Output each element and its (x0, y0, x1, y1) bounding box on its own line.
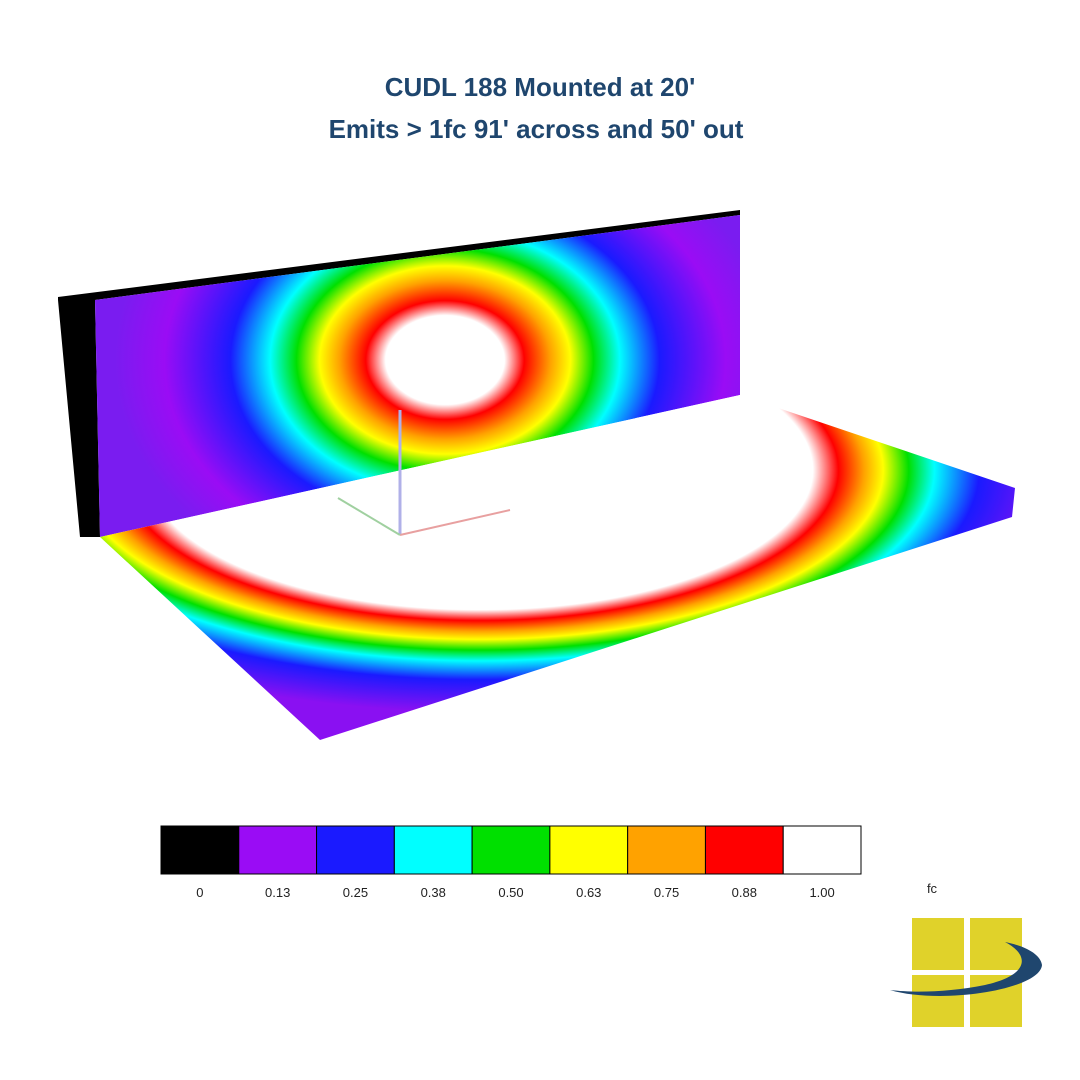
legend-label: 0.88 (732, 885, 757, 900)
scene (58, 210, 1015, 740)
legend-label: 0.25 (343, 885, 368, 900)
legend-swatch (704, 825, 784, 875)
logo (890, 918, 1042, 1027)
legend-label: 0.13 (265, 885, 290, 900)
subtitle: Emits > 1fc 91' across and 50' out (329, 114, 744, 144)
legend-swatch (238, 825, 318, 875)
legend-swatch (471, 825, 551, 875)
legend-swatch (316, 825, 395, 875)
legend-swatch (782, 825, 862, 875)
legend-swatch (160, 825, 240, 875)
wall-face (95, 215, 740, 537)
axis-x (399, 509, 511, 536)
legend-label: 0.63 (576, 885, 601, 900)
legend: 0 0.13 0.25 0.38 0.50 0.63 0.75 0.88 1.00 (160, 825, 862, 900)
legend-label: 0.38 (421, 885, 446, 900)
legend-unit: fc (927, 881, 938, 896)
legend-label: 1.00 (809, 885, 834, 900)
legend-label: 0.75 (654, 885, 679, 900)
floor (100, 395, 1015, 740)
axis-y (337, 497, 401, 536)
title: CUDL 188 Mounted at 20' (385, 72, 696, 102)
legend-swatch (627, 825, 706, 875)
legend-swatch (393, 825, 473, 875)
legend-label: 0.50 (498, 885, 523, 900)
legend-label: 0 (196, 885, 203, 900)
legend-swatch (549, 825, 629, 875)
